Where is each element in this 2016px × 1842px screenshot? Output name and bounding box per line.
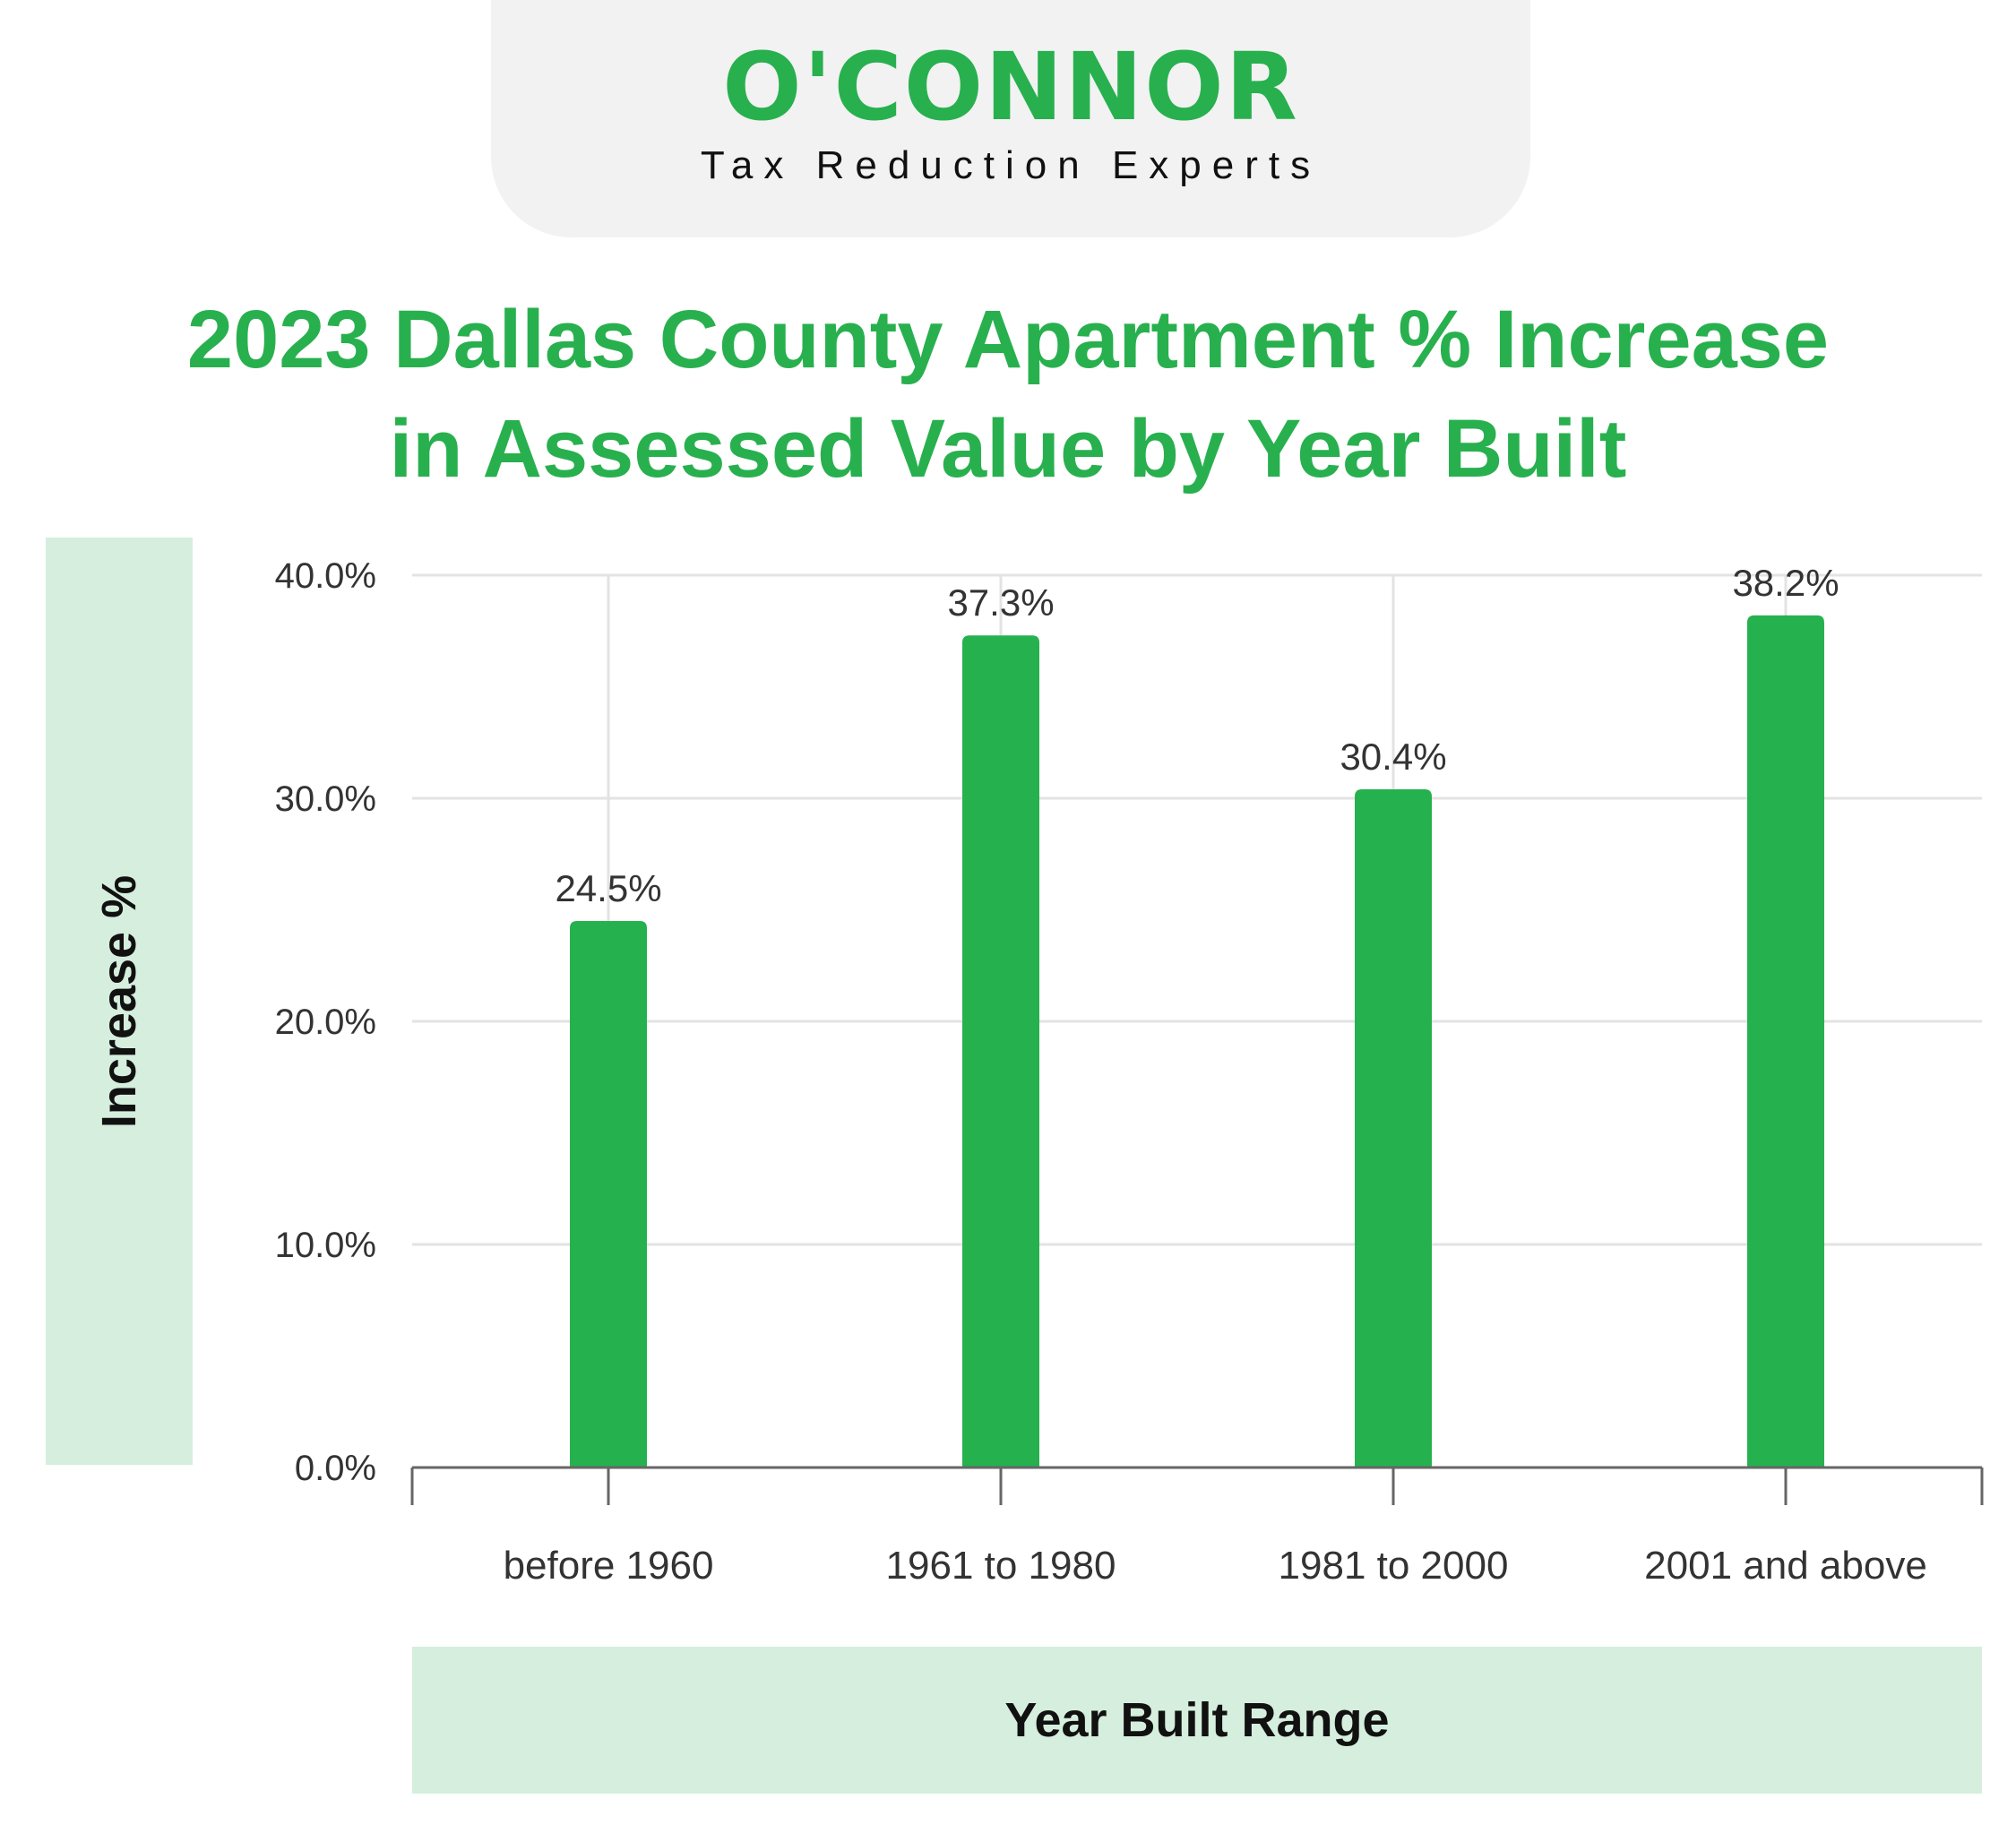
data-label: 38.2%: [1732, 562, 1839, 604]
bar: [1747, 615, 1824, 1468]
logo-tagline: Tax Reduction Experts: [700, 143, 1322, 187]
y-tick-label: 30.0%: [275, 779, 376, 819]
chart-title-line-2: in Assessed Value by Year Built: [389, 403, 1627, 495]
data-label: 24.5%: [555, 867, 661, 909]
data-label: 30.4%: [1340, 736, 1446, 778]
logo-header: O'CONNOR Tax Reduction Experts: [491, 0, 1530, 237]
y-axis-label-panel: [46, 538, 193, 1465]
bar: [1355, 789, 1432, 1468]
x-axis-label: Year Built Range: [1004, 1693, 1390, 1747]
data-label: 37.3%: [947, 581, 1054, 624]
x-axis-label-panel: [412, 1647, 1982, 1794]
y-tick-label: 20.0%: [275, 1003, 376, 1042]
y-tick-label: 40.0%: [275, 556, 376, 596]
bar: [962, 635, 1039, 1468]
x-tick-label: before 1960: [504, 1544, 714, 1588]
y-tick-label: 10.0%: [275, 1226, 376, 1265]
oconnor-logo: O'CONNOR: [722, 32, 1299, 142]
chart-title: 2023 Dallas County Apartment % Increase …: [0, 285, 2016, 504]
y-tick-label: 0.0%: [295, 1449, 376, 1488]
chart-title-line-1: 2023 Dallas County Apartment % Increase: [186, 294, 1830, 385]
x-tick-label: 2001 and above: [1644, 1544, 1927, 1588]
x-tick-label: 1981 to 2000: [1279, 1544, 1509, 1588]
x-tick-label: 1961 to 1980: [886, 1544, 1116, 1588]
bar: [570, 920, 647, 1468]
